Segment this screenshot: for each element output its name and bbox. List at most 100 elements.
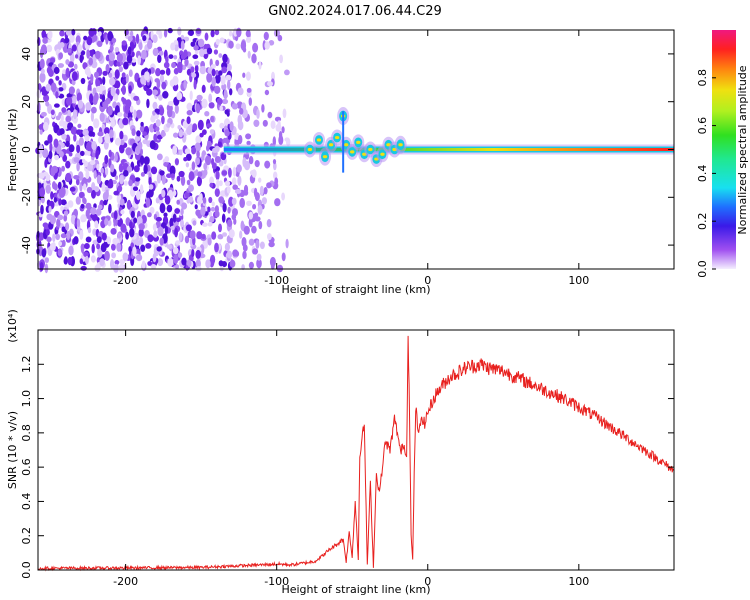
noise-blob	[177, 125, 182, 130]
spectrogram-y-tick-label: -20	[20, 188, 33, 206]
noise-blob	[246, 140, 251, 146]
noise-blob	[181, 202, 188, 210]
noise-blob	[58, 80, 62, 86]
noise-blob	[97, 31, 102, 37]
noise-blob	[76, 144, 81, 154]
noise-blob	[164, 195, 171, 205]
noise-blob	[264, 89, 270, 96]
noise-blob	[50, 109, 55, 116]
noise-blob	[93, 169, 97, 179]
noise-blob	[95, 208, 102, 216]
noise-blob	[254, 212, 259, 218]
noise-blob	[202, 222, 208, 227]
noise-blob	[242, 72, 246, 78]
noise-blob	[177, 252, 183, 258]
noise-blob	[222, 203, 227, 213]
noise-blob	[225, 74, 232, 81]
noise-blob	[83, 251, 89, 257]
noise-blob	[281, 252, 286, 262]
noise-blob	[107, 105, 113, 116]
noise-blob	[44, 257, 50, 263]
noise-blob	[172, 75, 179, 86]
noise-blob	[140, 244, 146, 252]
noise-blob	[39, 72, 46, 83]
noise-blob	[219, 37, 225, 44]
noise-blob	[67, 48, 72, 54]
noise-blob	[195, 259, 201, 269]
noise-blob	[163, 29, 168, 38]
noise-blob	[201, 98, 208, 109]
noise-blob	[114, 137, 121, 146]
noise-blob	[186, 125, 193, 136]
noise-blob	[99, 258, 105, 267]
noise-blob	[128, 69, 133, 77]
noise-blob	[76, 162, 80, 172]
noise-blob	[183, 157, 188, 162]
noise-blob	[242, 157, 247, 168]
noise-blob	[217, 234, 224, 240]
snr-x-tick-label: -100	[264, 575, 289, 588]
noise-blob	[202, 197, 207, 204]
noise-blob	[71, 28, 76, 36]
colorbar-tick-label: 0.6	[696, 117, 709, 135]
noise-blob	[136, 130, 141, 137]
noise-blob	[125, 231, 129, 240]
noise-blob	[188, 171, 195, 182]
noise-blob	[65, 67, 70, 78]
noise-blob	[206, 206, 211, 213]
noise-blob	[269, 256, 276, 267]
noise-blob	[113, 210, 118, 220]
noise-blob	[68, 144, 75, 153]
noise-blob	[284, 69, 290, 76]
noise-blob	[267, 81, 273, 87]
noise-blob	[117, 112, 123, 117]
snr-x-tick-label: 0	[424, 575, 431, 588]
noise-blob	[142, 131, 148, 136]
noise-blob	[70, 126, 77, 135]
noise-blob	[183, 79, 187, 90]
noise-blob	[158, 94, 163, 101]
noise-blob	[88, 49, 95, 57]
noise-blob	[236, 27, 242, 38]
noise-blob	[194, 49, 199, 55]
noise-blob	[61, 107, 67, 113]
noise-blob	[41, 91, 48, 96]
noise-blob	[97, 131, 104, 137]
noise-blob	[261, 104, 265, 113]
noise-blob	[272, 136, 276, 147]
noise-blob	[91, 140, 97, 151]
noise-blob	[44, 159, 48, 168]
snr-x-label: Height of straight line (km)	[281, 583, 430, 596]
noise-blob	[246, 36, 251, 43]
noise-blob	[172, 213, 177, 223]
noise-blob	[199, 48, 205, 57]
noise-blob	[196, 231, 203, 240]
noise-blob	[154, 108, 160, 114]
noise-blob	[188, 29, 194, 36]
noise-blob	[204, 32, 209, 41]
noise-blob	[65, 160, 71, 169]
noise-blob	[211, 68, 216, 77]
noise-blob	[83, 197, 87, 205]
noise-blob	[259, 241, 265, 250]
noise-blob	[65, 97, 73, 106]
noise-blob	[45, 83, 52, 92]
noise-blob	[178, 129, 184, 138]
noise-blob	[155, 220, 161, 229]
noise-blob	[39, 262, 44, 272]
noise-blob	[68, 245, 74, 256]
noise-blob	[226, 63, 232, 72]
noise-blob	[129, 105, 134, 113]
noise-blob	[186, 110, 193, 116]
noise-blob	[130, 210, 135, 218]
noise-blob	[243, 190, 249, 196]
noise-blob	[155, 68, 161, 77]
noise-blob	[243, 225, 250, 235]
snr-y-tick-label: 0.8	[20, 424, 33, 442]
noise-blob	[118, 66, 124, 73]
noise-blob	[248, 97, 252, 106]
snr-y-tick-label: 0.6	[20, 458, 33, 476]
noise-blob	[285, 238, 289, 249]
noise-blob	[152, 101, 158, 110]
noise-blob	[86, 141, 93, 152]
